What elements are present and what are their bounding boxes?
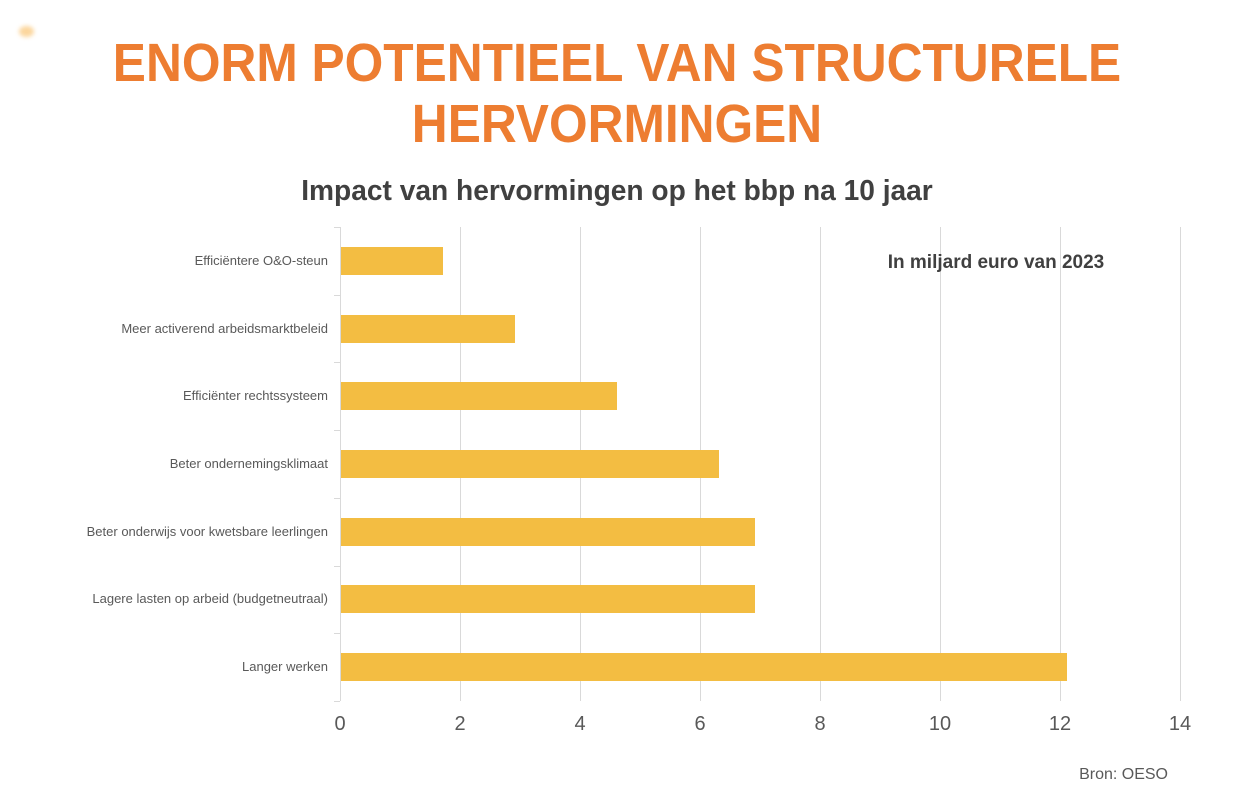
bar [341, 653, 1067, 681]
unit-annotation: In miljard euro van 2023 [887, 252, 1105, 273]
category-label: Lagere lasten op arbeid (budgetneutraal) [92, 591, 328, 606]
slide-title-line-2: HERVORMINGEN [411, 94, 823, 155]
gridline [820, 227, 821, 701]
category-label: Beter onderwijs voor kwetsbare leerlinge… [86, 524, 328, 539]
x-axis-tick-label: 4 [574, 713, 586, 735]
x-axis-tick-label: 0 [334, 713, 346, 735]
bar [341, 315, 515, 343]
chart-title: Impact van hervormingen op het bbp na 10… [301, 175, 933, 208]
category-axis-tick [334, 498, 340, 499]
x-axis-tick-label: 6 [694, 713, 706, 735]
category-axis-tick [334, 227, 340, 228]
category-label: Beter ondernemingsklimaat [169, 456, 328, 471]
gridline [940, 227, 941, 701]
category-label: Langer werken [242, 659, 328, 674]
gridline [1060, 227, 1061, 701]
bar-chart-plot-area: 0 2 4 6 8 10 12 14 Efficiëntere O&O-steun Meer ac… [87, 227, 1191, 735]
category-axis-tick [334, 633, 340, 634]
bar [341, 585, 755, 613]
bar [341, 518, 755, 546]
category-axis-tick [334, 362, 340, 363]
x-axis-tick-label: 2 [454, 713, 466, 735]
category-axis-tick [334, 430, 340, 431]
x-axis-tick-label: 10 [928, 713, 952, 735]
source-note: Bron: OESO [1079, 766, 1168, 783]
category-axis-tick [334, 566, 340, 567]
slide-title: ENORM POTENTIEEL VAN STRUCTURELE HERVORM… [0, 33, 1234, 155]
category-axis-tick [334, 701, 340, 702]
category-axis-tick [334, 295, 340, 296]
bar [341, 450, 719, 478]
gridline [1180, 227, 1181, 701]
category-axis-line [340, 227, 341, 701]
slide-title-line-1: ENORM POTENTIEEL VAN STRUCTURELE [112, 33, 1122, 94]
category-label: Efficiënter rechtssysteem [183, 388, 328, 403]
bar [341, 247, 443, 275]
category-label: Efficiëntere O&O-steun [194, 253, 328, 268]
category-label: Meer activerend arbeidsmarktbeleid [121, 321, 328, 336]
x-axis-tick-label: 12 [1048, 713, 1072, 735]
x-axis-tick-label: 14 [1168, 713, 1192, 735]
x-axis-tick-label: 8 [814, 713, 826, 735]
decorative-dot [19, 26, 34, 37]
bar [341, 382, 617, 410]
